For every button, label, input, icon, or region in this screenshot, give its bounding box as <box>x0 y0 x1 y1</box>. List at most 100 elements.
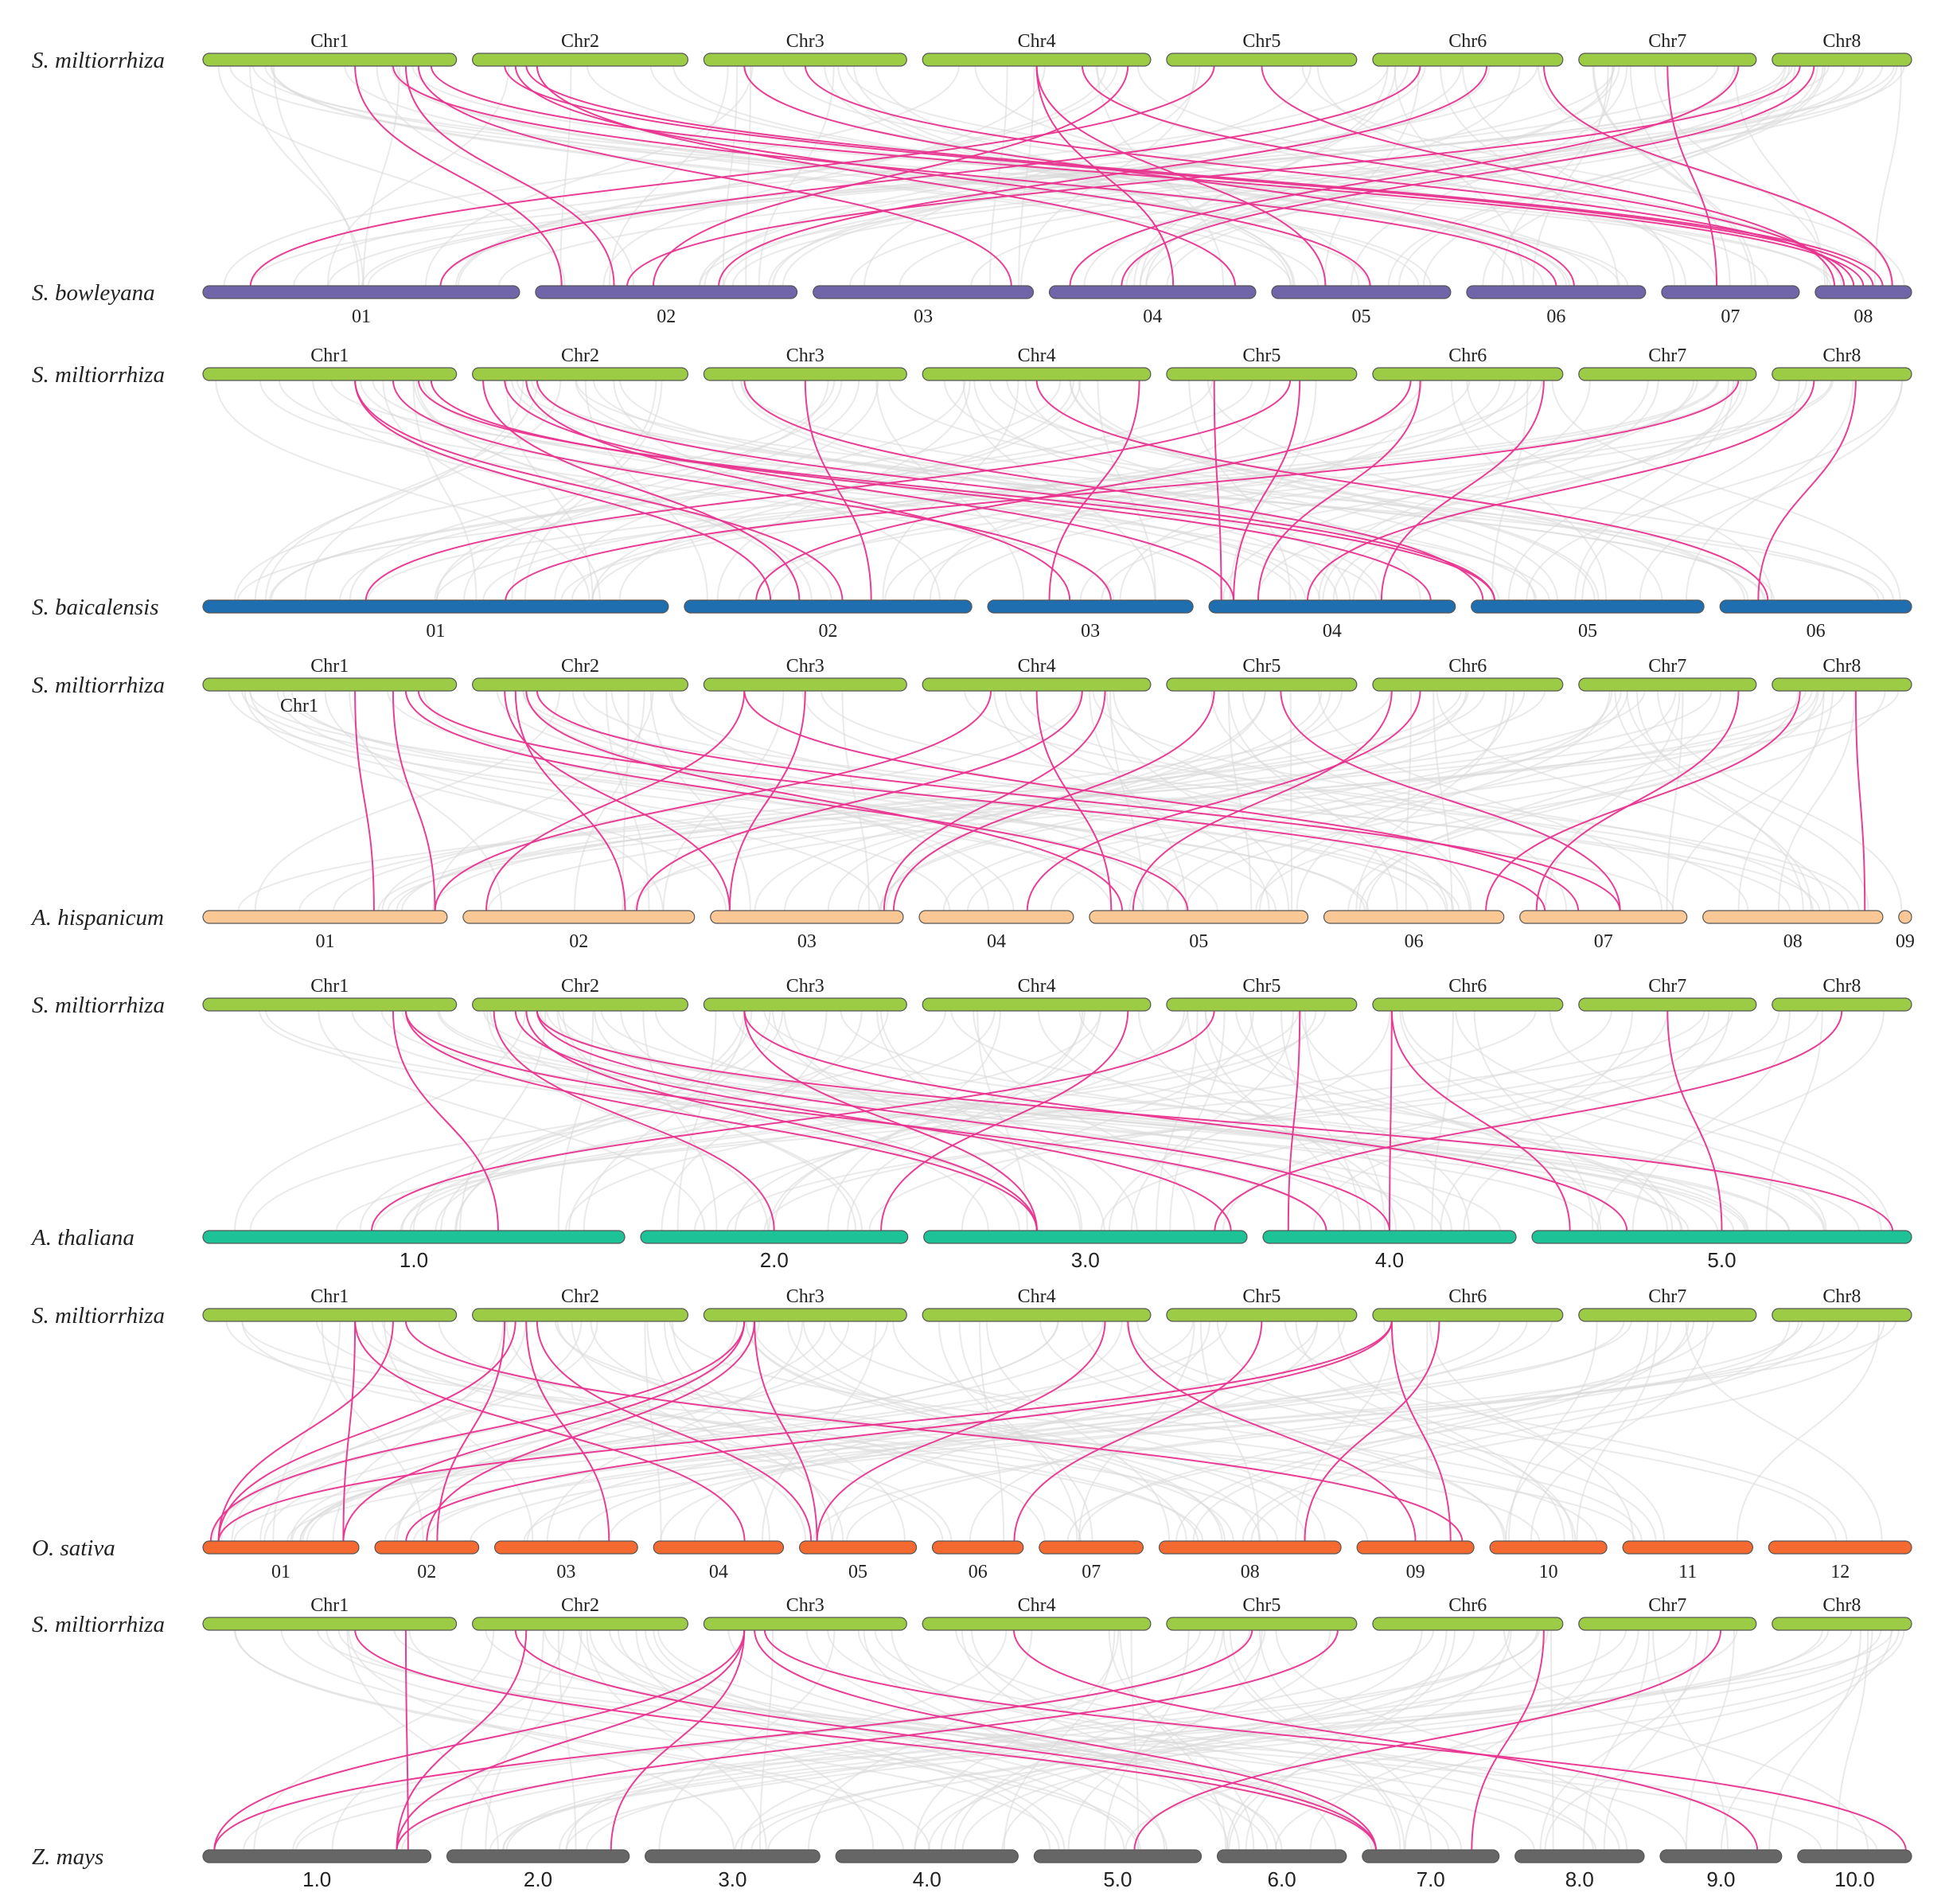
highlighted-synteny-link <box>525 379 1071 602</box>
background-synteny-link <box>432 689 654 912</box>
background-synteny-link <box>1436 689 1831 912</box>
background-synteny-link <box>966 689 1818 912</box>
background-synteny-link <box>613 379 941 602</box>
target-chromosome-bar <box>1089 910 1309 924</box>
target-chromosome-label: 4.0 <box>913 1867 941 1891</box>
background-synteny-link <box>672 1320 906 1543</box>
target-chromosome-bar <box>202 1230 626 1244</box>
highlighted-synteny-link <box>1233 379 1301 602</box>
highlighted-synteny-link <box>493 1009 775 1232</box>
target-chromosome-label: 05 <box>848 1562 867 1582</box>
background-synteny-link <box>575 379 1880 602</box>
reference-chromosome-bar <box>1578 367 1757 381</box>
background-synteny-link <box>699 64 1426 287</box>
background-synteny-link <box>470 1320 1859 1543</box>
background-synteny-link <box>280 1629 1060 1851</box>
target-chromosome-label: 3.0 <box>718 1867 746 1891</box>
highlighted-synteny-link <box>743 689 1580 912</box>
reference-chromosome-bar <box>1578 53 1757 67</box>
background-synteny-link <box>270 379 1214 602</box>
background-synteny-link <box>501 1629 1692 1851</box>
background-synteny-link <box>761 1320 877 1543</box>
background-synteny-link <box>377 689 1713 912</box>
target-chromosome-bar <box>1768 1540 1912 1555</box>
highlighted-synteny-link <box>1389 1009 1393 1232</box>
highlight-link-layer <box>209 64 1907 1851</box>
background-synteny-link <box>773 1009 1086 1232</box>
reference-chromosome-label: Chr7 <box>1648 31 1686 52</box>
background-synteny-link <box>914 1629 1475 1851</box>
reference-chromosome-bar <box>922 1617 1152 1631</box>
background-synteny-link <box>496 689 1277 912</box>
background-synteny-link <box>1455 1009 1882 1232</box>
background-synteny-link <box>1169 1009 1226 1232</box>
background-synteny-link <box>249 689 880 912</box>
target-chromosome-label: 1.0 <box>302 1867 331 1891</box>
background-synteny-link <box>738 379 1834 602</box>
highlighted-synteny-link <box>430 379 1432 602</box>
reference-chromosome-label: Chr5 <box>1242 1286 1280 1307</box>
reference-chromosome-label: Chr7 <box>1648 1286 1686 1307</box>
background-synteny-link <box>801 689 1455 912</box>
target-chromosome-bar <box>202 285 520 299</box>
background-synteny-link <box>1768 1629 1862 1851</box>
background-synteny-link <box>1166 64 1791 287</box>
background-synteny-link <box>1626 689 1869 912</box>
reference-chromosome-bar <box>471 1308 688 1322</box>
background-synteny-link <box>435 1009 996 1232</box>
highlighted-synteny-link <box>405 1320 1393 1543</box>
reference-chromosome-label: Chr6 <box>1448 31 1487 52</box>
target-chromosome-label: 3.0 <box>1071 1248 1100 1272</box>
background-synteny-link <box>401 1009 1101 1232</box>
background-synteny-link <box>400 1009 1300 1232</box>
background-synteny-link <box>602 64 1046 287</box>
background-synteny-link <box>1136 1320 1837 1543</box>
background-synteny-link <box>1019 689 1749 912</box>
highlighted-synteny-link <box>1133 1629 1722 1851</box>
reference-chromosome-bar <box>703 677 907 692</box>
reference-chromosome-bar <box>1166 1617 1358 1631</box>
background-synteny-link <box>1130 1629 1140 1851</box>
reference-chromosome-label: Chr3 <box>786 976 824 997</box>
background-synteny-link <box>618 379 1082 602</box>
highlighted-synteny-link <box>1542 64 1893 287</box>
background-synteny-link <box>989 64 1008 287</box>
target-chromosome-label: 07 <box>1721 306 1740 327</box>
target-chromosome-bar <box>1489 1540 1608 1555</box>
reference-chromosome-label: Chr5 <box>1242 656 1280 677</box>
target-chromosome-bar <box>640 1230 909 1244</box>
reference-chromosome-label: Chr3 <box>786 1286 824 1307</box>
background-synteny-link <box>482 379 1532 602</box>
reference-chromosome-label: Chr7 <box>1648 656 1686 677</box>
reference-chromosome-label: Chr5 <box>1242 31 1280 52</box>
highlighted-synteny-link <box>626 64 1801 287</box>
target-chromosome-label: 10 <box>1539 1562 1558 1582</box>
background-synteny-link <box>745 64 752 287</box>
background-synteny-link <box>1206 379 1663 602</box>
background-synteny-link <box>642 1009 718 1232</box>
background-synteny-link <box>586 1629 1627 1851</box>
background-synteny-link <box>1199 1320 1260 1543</box>
background-synteny-link <box>671 689 1187 912</box>
background-synteny-link <box>1425 1320 1429 1543</box>
target-chromosome-bar <box>1356 1540 1475 1555</box>
background-synteny-link <box>249 689 1674 912</box>
reference-chromosome-label: Chr5 <box>1242 345 1280 366</box>
background-synteny-link <box>1119 379 1423 602</box>
reference-species-label: S. miltiorrhiza <box>32 673 165 698</box>
background-synteny-link <box>1397 64 1818 287</box>
background-synteny-link <box>485 1629 544 1851</box>
reference-chromosome-label: Chr8 <box>1822 976 1861 997</box>
highlighted-synteny-link <box>652 64 1129 287</box>
background-synteny-link <box>558 1629 1216 1851</box>
background-synteny-link <box>381 689 1082 912</box>
background-synteny-link <box>1001 1629 1423 1851</box>
highlighted-synteny-link <box>417 379 1495 602</box>
highlighted-synteny-link <box>217 1320 1393 1543</box>
background-synteny-link <box>384 1320 534 1543</box>
target-chromosome-bar <box>202 1849 432 1863</box>
reference-chromosome-bar <box>202 367 458 381</box>
background-synteny-link <box>557 1629 577 1851</box>
background-synteny-link <box>376 64 635 287</box>
highlighted-synteny-link <box>434 689 992 912</box>
